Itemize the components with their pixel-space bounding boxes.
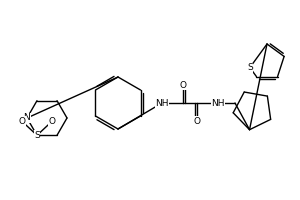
Text: NH: NH bbox=[155, 98, 169, 108]
Text: NH: NH bbox=[211, 98, 225, 108]
Text: S: S bbox=[247, 63, 253, 72]
Text: O: O bbox=[179, 80, 187, 90]
Text: O: O bbox=[194, 116, 200, 126]
Text: O: O bbox=[19, 117, 26, 126]
Text: O: O bbox=[49, 117, 56, 126]
Text: S: S bbox=[34, 131, 40, 140]
Text: N: N bbox=[24, 114, 30, 122]
